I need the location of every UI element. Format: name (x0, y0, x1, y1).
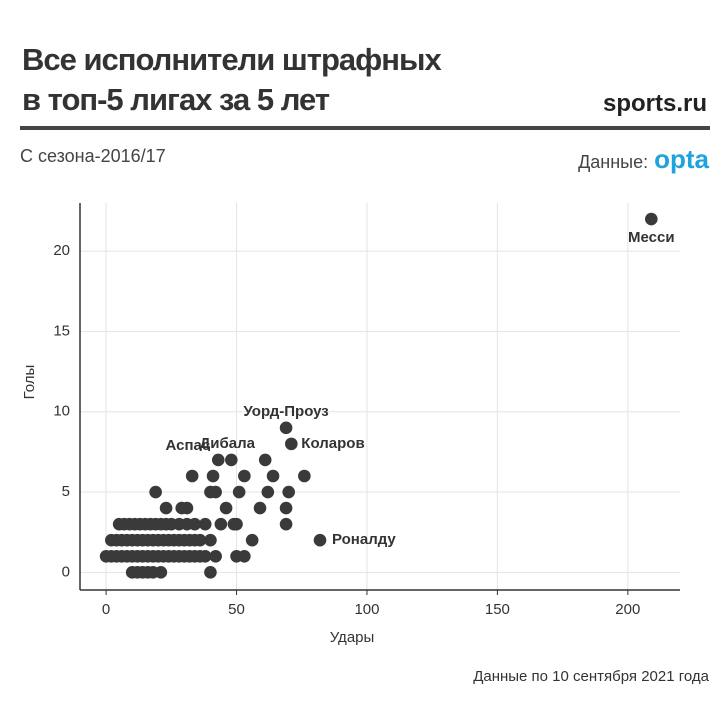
title-line: Все исполнители штрафных (22, 42, 442, 77)
point (180, 501, 194, 515)
point (282, 485, 295, 499)
source-name: opta (654, 144, 709, 174)
point-label: Коларов (301, 435, 364, 452)
subtitle: С сезона-2016/17 (20, 146, 166, 166)
point-label: Уорд-Проуз (243, 403, 328, 420)
point-label: Месси (628, 229, 675, 246)
point (279, 501, 293, 515)
point (245, 533, 259, 547)
point-label: Дибала (200, 435, 256, 452)
point (154, 566, 168, 579)
y-tick-label: 20 (53, 242, 70, 259)
source-label: Данные: (578, 152, 649, 172)
point (313, 533, 327, 547)
point (285, 437, 298, 451)
x-tick-label: 150 (485, 601, 510, 618)
point (645, 212, 658, 226)
point (149, 485, 162, 499)
y-tick-label: 5 (62, 483, 70, 500)
point (159, 501, 173, 515)
header-rule (20, 126, 710, 130)
point (266, 469, 280, 483)
point (230, 517, 243, 531)
point (198, 549, 212, 563)
point (209, 549, 222, 563)
logo: sports.ru (602, 90, 707, 117)
point (209, 485, 222, 499)
y-tick-label: 15 (53, 322, 70, 339)
x-tick-label: 200 (615, 601, 640, 618)
x-tick-label: 0 (102, 601, 110, 618)
x-tick-label: 100 (354, 601, 379, 618)
point (185, 469, 199, 483)
point (298, 469, 311, 483)
point (219, 501, 233, 515)
source: Данные: opta (578, 144, 709, 175)
x-axis-label: Удары (330, 629, 375, 646)
point (258, 453, 272, 467)
y-axis-label: Голы (21, 365, 38, 400)
point (198, 517, 212, 531)
point (214, 517, 228, 531)
footnote: Данные по 10 сентября 2021 года (473, 668, 709, 685)
point (206, 469, 220, 483)
point (238, 469, 251, 483)
point (211, 453, 225, 467)
point (279, 421, 293, 435)
point (238, 549, 251, 563)
point (204, 533, 217, 547)
x-tick-label: 50 (228, 601, 245, 618)
point (261, 485, 275, 499)
point (225, 453, 238, 467)
title: Все исполнители штрафных в топ-5 лигах з… (22, 40, 442, 120)
point (253, 501, 267, 515)
point-label: Роналду (332, 531, 396, 548)
y-tick-label: 0 (62, 563, 70, 580)
point (188, 517, 202, 531)
point-label: Аспас (166, 437, 211, 454)
point (232, 485, 246, 499)
point (193, 533, 207, 547)
point (204, 566, 217, 579)
y-tick-label: 10 (53, 403, 70, 420)
point (279, 517, 293, 531)
title-line: в топ-5 лигах за 5 лет (22, 82, 330, 117)
